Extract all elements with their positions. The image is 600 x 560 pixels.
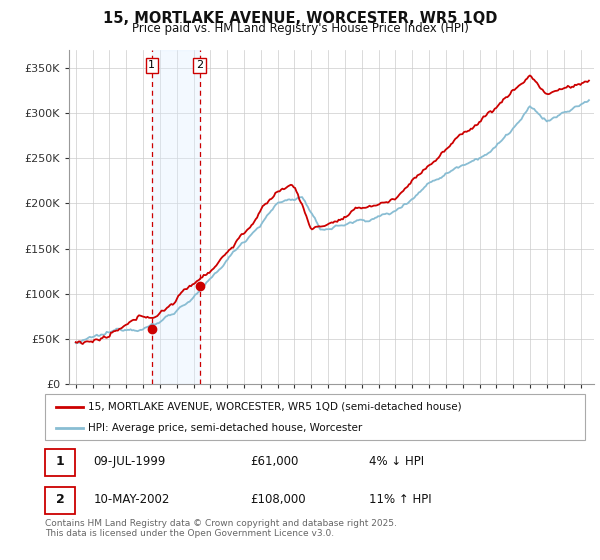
Text: £108,000: £108,000 [250, 493, 306, 506]
FancyBboxPatch shape [45, 449, 75, 476]
FancyBboxPatch shape [45, 487, 75, 514]
Text: 15, MORTLAKE AVENUE, WORCESTER, WR5 1QD (semi-detached house): 15, MORTLAKE AVENUE, WORCESTER, WR5 1QD … [88, 402, 462, 412]
Text: 15, MORTLAKE AVENUE, WORCESTER, WR5 1QD: 15, MORTLAKE AVENUE, WORCESTER, WR5 1QD [103, 11, 497, 26]
Text: Contains HM Land Registry data © Crown copyright and database right 2025.
This d: Contains HM Land Registry data © Crown c… [45, 519, 397, 538]
Text: £61,000: £61,000 [250, 455, 299, 468]
Text: 4% ↓ HPI: 4% ↓ HPI [369, 455, 424, 468]
Text: HPI: Average price, semi-detached house, Worcester: HPI: Average price, semi-detached house,… [88, 423, 362, 433]
Text: 2: 2 [56, 493, 64, 506]
Text: 09-JUL-1999: 09-JUL-1999 [94, 455, 166, 468]
Bar [152, 50, 200, 384]
Text: 1: 1 [56, 455, 64, 468]
Text: 2: 2 [196, 60, 203, 71]
Text: 1: 1 [148, 60, 155, 71]
Text: 11% ↑ HPI: 11% ↑ HPI [369, 493, 431, 506]
Text: Price paid vs. HM Land Registry's House Price Index (HPI): Price paid vs. HM Land Registry's House … [131, 22, 469, 35]
Text: 10-MAY-2002: 10-MAY-2002 [94, 493, 170, 506]
FancyBboxPatch shape [45, 394, 585, 440]
